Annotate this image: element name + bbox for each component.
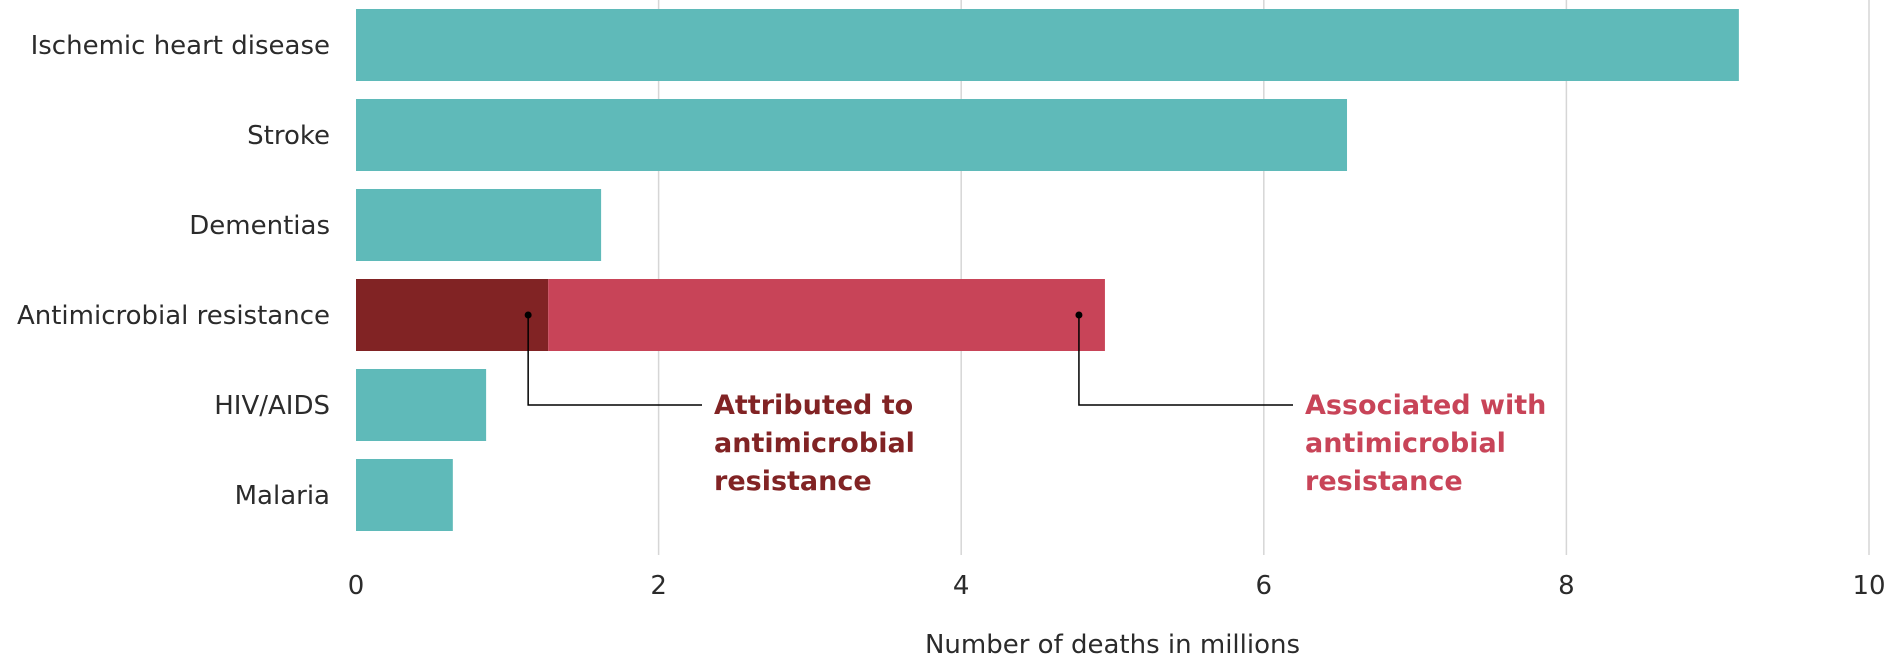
annotation-label: resistance	[714, 466, 872, 497]
category-label: Stroke	[247, 121, 330, 151]
annotation-label: Attributed to	[714, 390, 913, 421]
annotation-leader-line	[527, 315, 702, 406]
bar	[356, 9, 1739, 81]
bar	[356, 189, 602, 261]
x-tick-label: 2	[650, 571, 667, 601]
bar-amr-associated	[548, 279, 1105, 351]
annotations: Attributed to antimicrobial resistance Asso…	[524, 311, 1546, 497]
annotation-label: Associated with	[1305, 390, 1546, 421]
x-tick-label: 8	[1558, 571, 1575, 601]
category-labels: Ischemic heart disease Stroke Dementias Ant…	[17, 31, 330, 511]
annotation-label: antimicrobial	[1305, 428, 1506, 459]
bar	[356, 369, 487, 441]
x-tick-label: 0	[348, 571, 365, 601]
annotation-label: resistance	[1305, 466, 1463, 497]
grid-lines	[657, 0, 1870, 555]
annotation-leader-line	[1078, 315, 1293, 406]
bar-amr-attributed	[356, 279, 549, 351]
category-label: HIV/AIDS	[214, 391, 330, 421]
category-label: Malaria	[235, 481, 330, 511]
category-label: Antimicrobial resistance	[17, 301, 330, 331]
x-axis-title: Number of deaths in millions	[925, 630, 1300, 660]
category-label: Dementias	[189, 211, 330, 241]
x-tick-label: 6	[1256, 571, 1273, 601]
x-tick-labels: 0 2 4 6 8 10	[348, 571, 1886, 601]
x-tick-label: 10	[1852, 571, 1885, 601]
x-tick-label: 4	[953, 571, 970, 601]
bar	[356, 99, 1348, 171]
bar	[356, 459, 453, 531]
bars	[356, 9, 1739, 531]
category-label: Ischemic heart disease	[31, 31, 330, 61]
annotation-label: antimicrobial	[714, 428, 915, 459]
